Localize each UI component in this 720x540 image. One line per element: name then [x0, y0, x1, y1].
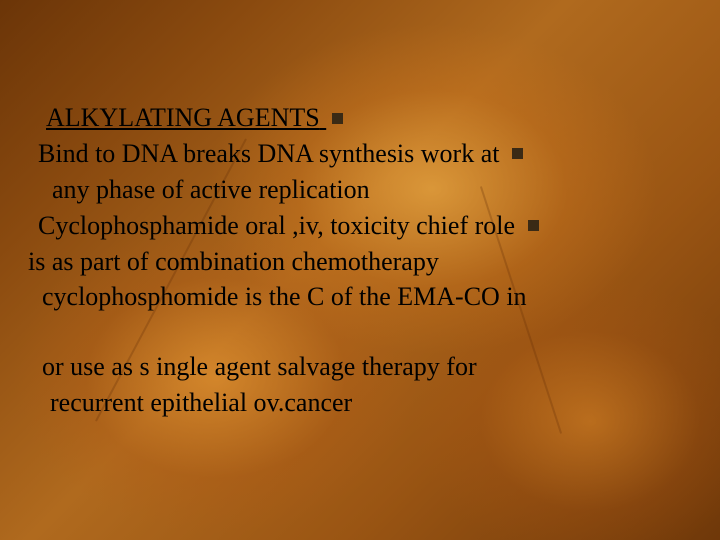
body-line: any phase of active replication — [28, 172, 692, 208]
slide-body: ALKYLATING AGENTS Bind to DNA breaks DNA… — [28, 100, 692, 421]
body-line: cyclophosphomide is the C of the EMA-CO … — [28, 279, 692, 315]
body-text: or use as s ingle agent salvage therapy … — [42, 352, 477, 381]
bullet-icon — [512, 148, 523, 159]
body-text: is as part of combination chemotherapy — [28, 247, 439, 276]
body-line: is as part of combination chemotherapy — [28, 244, 692, 280]
bullet-icon — [528, 220, 539, 231]
body-line: Bind to DNA breaks DNA synthesis work at — [28, 136, 692, 172]
body-text: Cyclophosphamide oral ,iv, toxicity chie… — [38, 211, 515, 240]
body-line: Cyclophosphamide oral ,iv, toxicity chie… — [28, 208, 692, 244]
title-text: ALKYLATING AGENTS — [46, 103, 320, 132]
slide: ALKYLATING AGENTS Bind to DNA breaks DNA… — [0, 0, 720, 540]
body-line: or use as s ingle agent salvage therapy … — [28, 349, 692, 385]
title-line: ALKYLATING AGENTS — [28, 100, 692, 136]
body-text: any phase of active replication — [52, 175, 370, 204]
bullet-icon — [332, 113, 343, 124]
body-text: recurrent epithelial ov.cancer — [50, 388, 352, 417]
body-text: cyclophosphomide is the C of the EMA-CO … — [42, 282, 527, 311]
body-line: recurrent epithelial ov.cancer — [28, 385, 692, 421]
body-text: Bind to DNA breaks DNA synthesis work at — [38, 139, 499, 168]
